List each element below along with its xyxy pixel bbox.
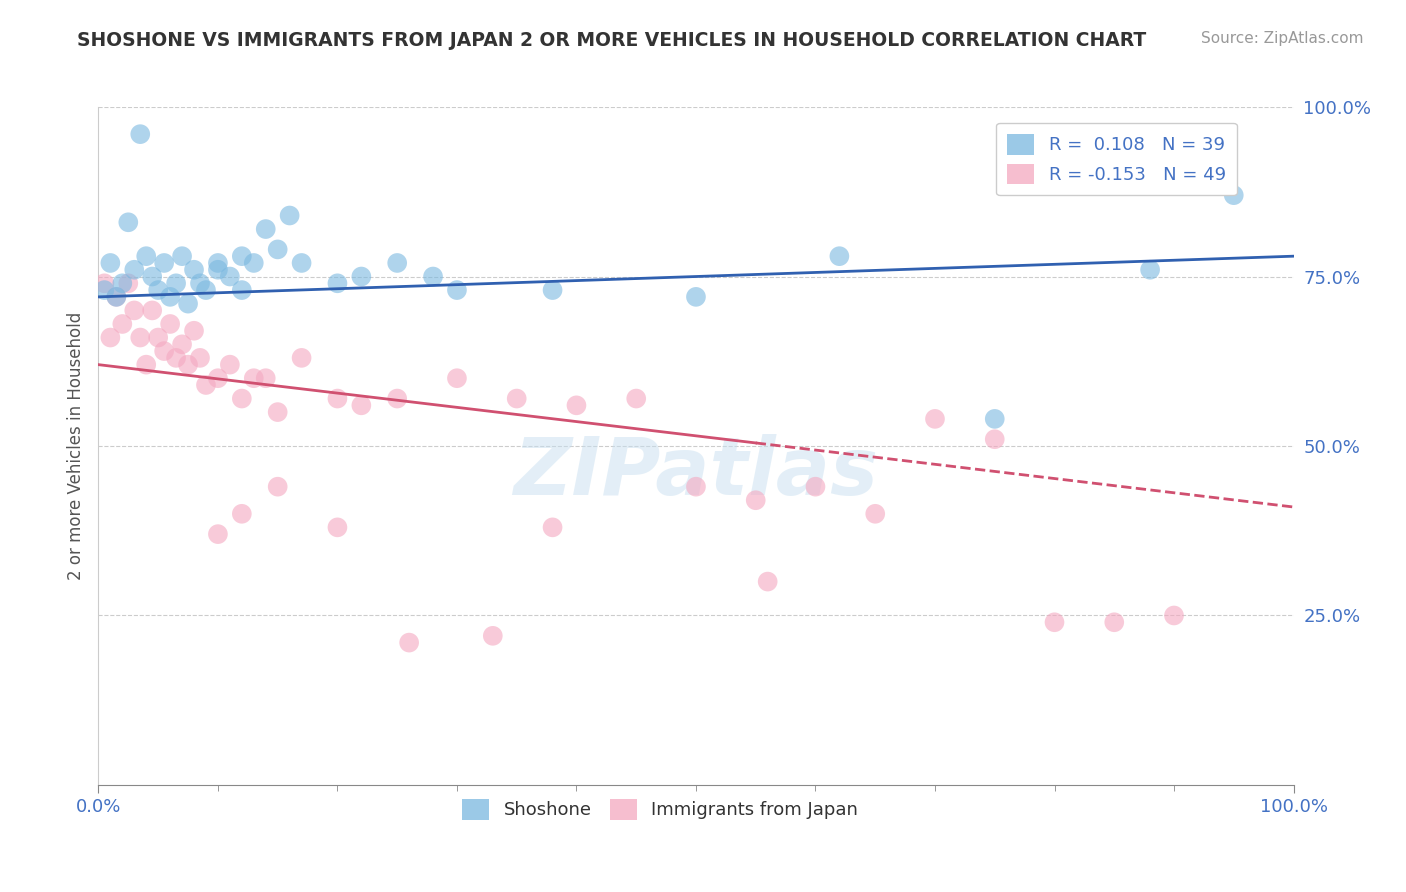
Point xyxy=(254,222,277,236)
Point xyxy=(1223,188,1246,202)
Point xyxy=(804,480,827,494)
Point xyxy=(1104,615,1126,630)
Point xyxy=(865,507,887,521)
Point xyxy=(188,351,211,365)
Point xyxy=(446,283,468,297)
Point xyxy=(93,277,115,291)
Point xyxy=(231,507,253,521)
Point xyxy=(148,283,170,297)
Point xyxy=(219,269,242,284)
Point xyxy=(984,432,1007,446)
Point xyxy=(159,290,181,304)
Point xyxy=(172,337,194,351)
Point xyxy=(207,527,229,541)
Point xyxy=(165,277,187,291)
Point xyxy=(183,262,205,277)
Text: SHOSHONE VS IMMIGRANTS FROM JAPAN 2 OR MORE VEHICLES IN HOUSEHOLD CORRELATION CH: SHOSHONE VS IMMIGRANTS FROM JAPAN 2 OR M… xyxy=(77,31,1146,50)
Point xyxy=(124,303,146,318)
Y-axis label: 2 or more Vehicles in Household: 2 or more Vehicles in Household xyxy=(66,312,84,580)
Point xyxy=(1043,615,1066,630)
Point xyxy=(195,283,218,297)
Point xyxy=(1163,608,1185,623)
Point xyxy=(385,256,409,270)
Point xyxy=(350,269,373,284)
Point xyxy=(254,371,277,385)
Point xyxy=(685,480,707,494)
Point xyxy=(183,324,205,338)
Point xyxy=(924,412,946,426)
Point xyxy=(350,398,373,412)
Point xyxy=(124,262,146,277)
Point xyxy=(685,290,707,304)
Point xyxy=(278,209,301,223)
Point xyxy=(135,249,157,263)
Point xyxy=(541,520,564,534)
Point xyxy=(172,249,194,263)
Point xyxy=(141,303,163,318)
Point xyxy=(219,358,242,372)
Point xyxy=(243,256,266,270)
Point xyxy=(207,371,229,385)
Text: ZIPatlas: ZIPatlas xyxy=(513,434,879,512)
Point xyxy=(207,262,229,277)
Point xyxy=(105,290,128,304)
Point xyxy=(129,127,152,141)
Point xyxy=(267,243,290,257)
Point xyxy=(756,574,779,589)
Text: Source: ZipAtlas.com: Source: ZipAtlas.com xyxy=(1201,31,1364,46)
Point xyxy=(195,378,218,392)
Point xyxy=(243,371,266,385)
Point xyxy=(207,256,229,270)
Point xyxy=(153,256,176,270)
Point xyxy=(129,330,152,344)
Point xyxy=(135,358,157,372)
Point xyxy=(291,256,314,270)
Point xyxy=(231,392,253,406)
Point xyxy=(326,520,349,534)
Point xyxy=(159,317,181,331)
Point xyxy=(231,249,253,263)
Point xyxy=(177,358,200,372)
Point xyxy=(98,330,122,344)
Point xyxy=(1139,262,1161,277)
Point xyxy=(117,215,139,229)
Point xyxy=(745,493,768,508)
Point xyxy=(267,405,290,419)
Point xyxy=(506,392,529,406)
Point xyxy=(98,256,122,270)
Point xyxy=(177,296,200,310)
Point xyxy=(188,277,211,291)
Point xyxy=(231,283,253,297)
Point xyxy=(541,283,564,297)
Point xyxy=(326,277,349,291)
Point xyxy=(117,277,139,291)
Point xyxy=(398,635,420,649)
Point xyxy=(165,351,187,365)
Point xyxy=(93,283,115,297)
Point xyxy=(481,629,505,643)
Point xyxy=(984,412,1007,426)
Point xyxy=(148,330,170,344)
Point xyxy=(291,351,314,365)
Legend: Shoshone, Immigrants from Japan: Shoshone, Immigrants from Japan xyxy=(456,791,865,827)
Point xyxy=(153,344,176,359)
Point xyxy=(565,398,588,412)
Point xyxy=(111,277,134,291)
Point xyxy=(385,392,409,406)
Point xyxy=(141,269,163,284)
Point xyxy=(105,290,128,304)
Point xyxy=(267,480,290,494)
Point xyxy=(326,392,349,406)
Point xyxy=(446,371,468,385)
Point xyxy=(422,269,444,284)
Point xyxy=(111,317,134,331)
Point xyxy=(626,392,648,406)
Point xyxy=(828,249,851,263)
